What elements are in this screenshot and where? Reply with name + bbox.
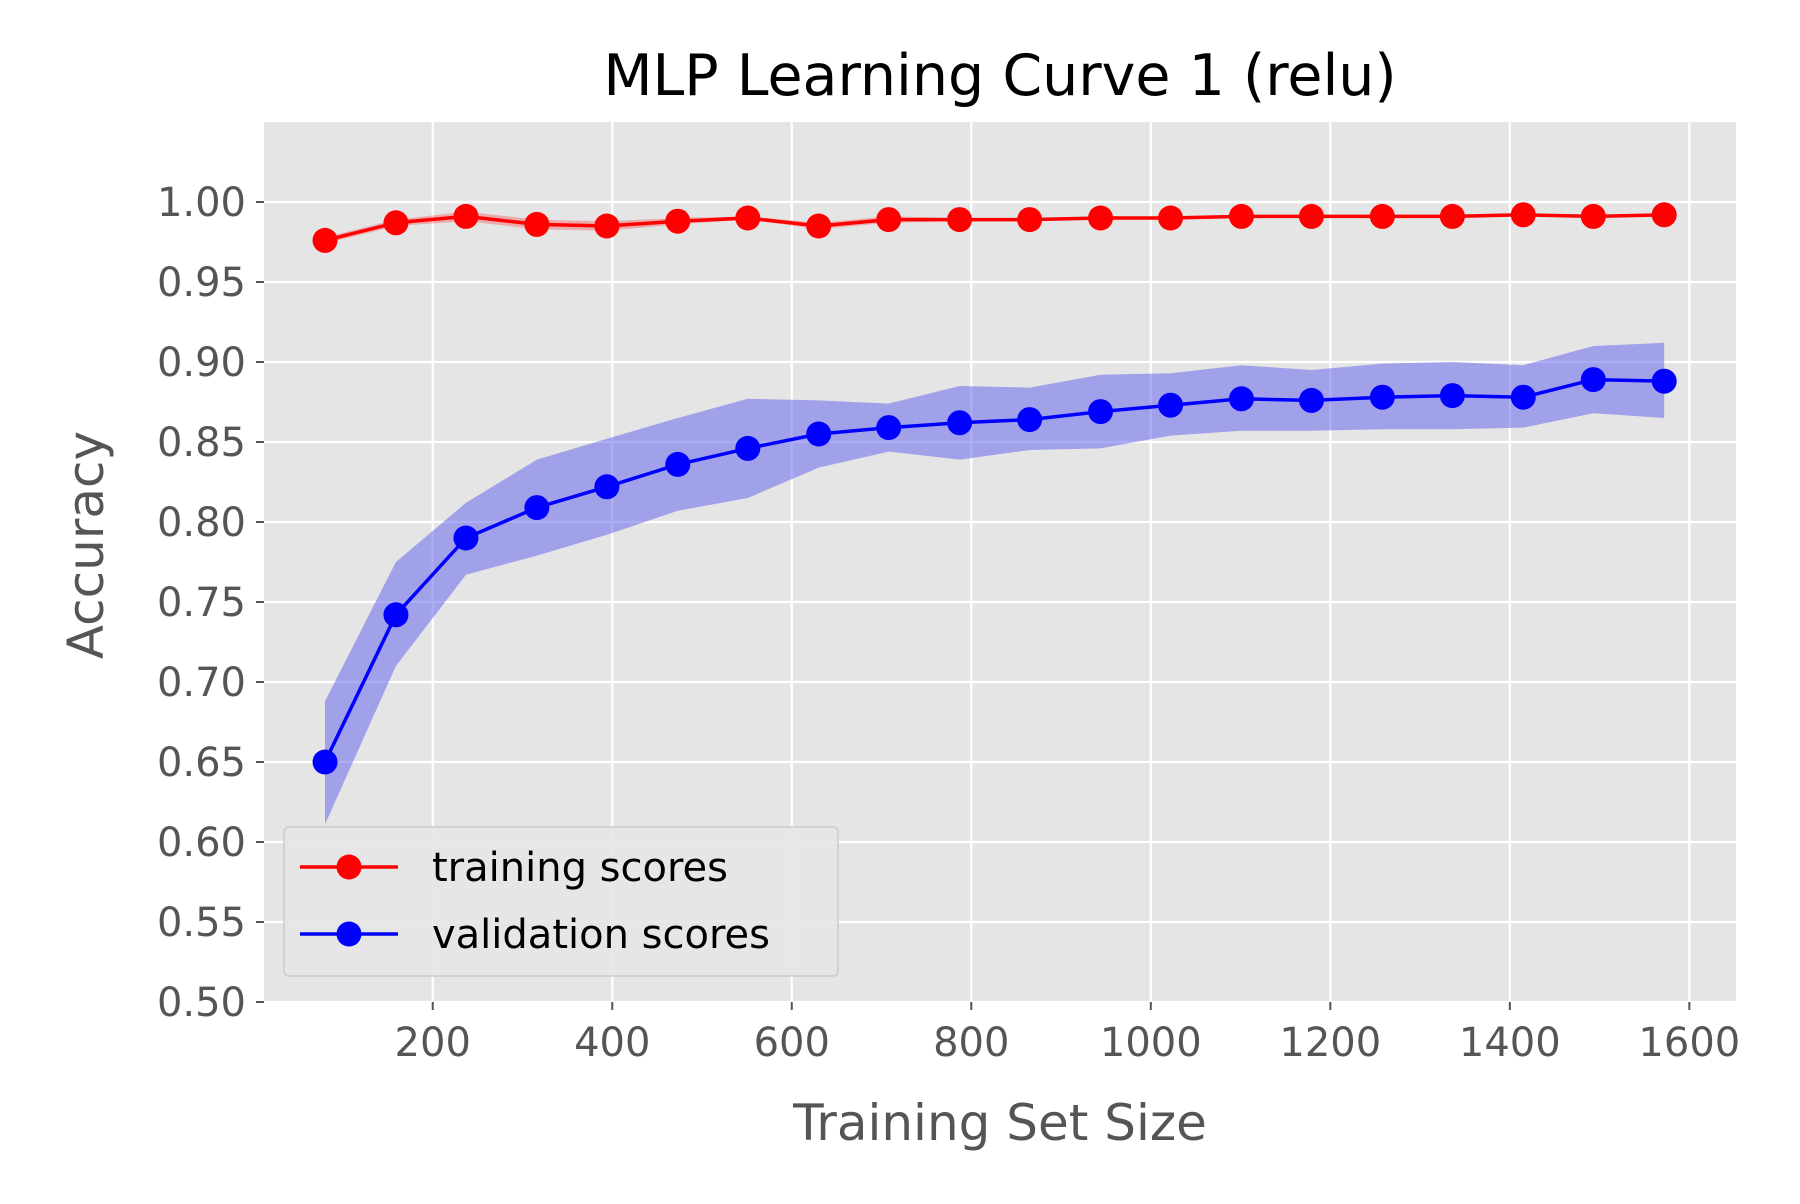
validation-point [1298,387,1324,413]
chart-title: MLP Learning Curve 1 (relu) [603,43,1396,109]
validation-point [1439,383,1465,409]
training-point [1439,203,1465,229]
training-point [1298,203,1324,229]
validation-point [594,474,620,500]
validation-point [1580,367,1606,393]
validation-point [524,495,550,521]
y-tick-label: 1.00 [157,180,246,226]
y-tick-label: 0.55 [157,900,246,946]
legend-validation-marker [336,921,362,947]
x-axis-label: Training Set Size [792,1094,1207,1152]
y-tick-label: 0.85 [157,420,246,466]
legend-box [283,826,839,977]
training-point [1580,203,1606,229]
validation-confidence-band [325,342,1665,825]
y-tick-label: 0.90 [157,340,246,386]
y-tick-label: 0.50 [157,980,246,1026]
training-point [1158,205,1184,231]
training-point [876,207,902,233]
validation-point [1651,368,1677,394]
validation-point [665,451,691,477]
validation-point [735,435,761,461]
training-point [594,213,620,239]
legend-training-marker [336,854,362,880]
validation-point [1369,384,1395,410]
x-tick-label: 200 [395,1020,471,1066]
training-point [1017,207,1043,233]
x-tick-label: 1600 [1638,1020,1740,1066]
tick-layer: 200 400 600 800 1000 1200 1400 1600 0.50 0.55 0.60… [157,180,1740,1066]
y-tick-label: 0.75 [157,580,246,626]
y-tick-label: 0.65 [157,740,246,786]
validation-point [806,421,832,447]
y-tick-label: 0.80 [157,500,246,546]
training-point [1088,205,1114,231]
validation-point [312,749,338,775]
training-point [947,207,973,233]
x-tick-label: 1400 [1459,1020,1561,1066]
training-point [1228,203,1254,229]
training-point [806,213,832,239]
x-tick-label: 1000 [1100,1020,1202,1066]
legend: training scores validation scores [283,826,839,977]
y-axis-label: Accuracy [57,431,115,659]
training-point [665,208,691,234]
validation-point [947,410,973,436]
x-tick-label: 600 [754,1020,830,1066]
marker-layer [312,202,1677,775]
training-point [453,203,479,229]
validation-point [1158,392,1184,418]
legend-validation-label: validation scores [432,912,770,958]
training-point [524,211,550,237]
training-point [1510,202,1536,228]
validation-point [1088,399,1114,425]
training-point [735,205,761,231]
training-point [312,227,338,253]
training-point [1369,203,1395,229]
validation-point [453,525,479,551]
x-tick-label: 800 [933,1020,1009,1066]
training-point [383,210,409,236]
band-layer [325,211,1665,825]
y-tick-label: 0.95 [157,260,246,306]
training-point [1651,202,1677,228]
grid-layer [264,122,1736,1004]
y-tick-label: 0.60 [157,820,246,866]
validation-point [383,602,409,628]
validation-point [1510,384,1536,410]
validation-point [1017,407,1043,433]
validation-point [876,415,902,441]
training-confidence-band [325,211,1665,244]
validation-point [1228,386,1254,412]
x-tick-label: 1200 [1279,1020,1381,1066]
legend-training-label: training scores [432,845,728,891]
x-tick-label: 400 [574,1020,650,1066]
y-tick-label: 0.70 [157,660,246,706]
